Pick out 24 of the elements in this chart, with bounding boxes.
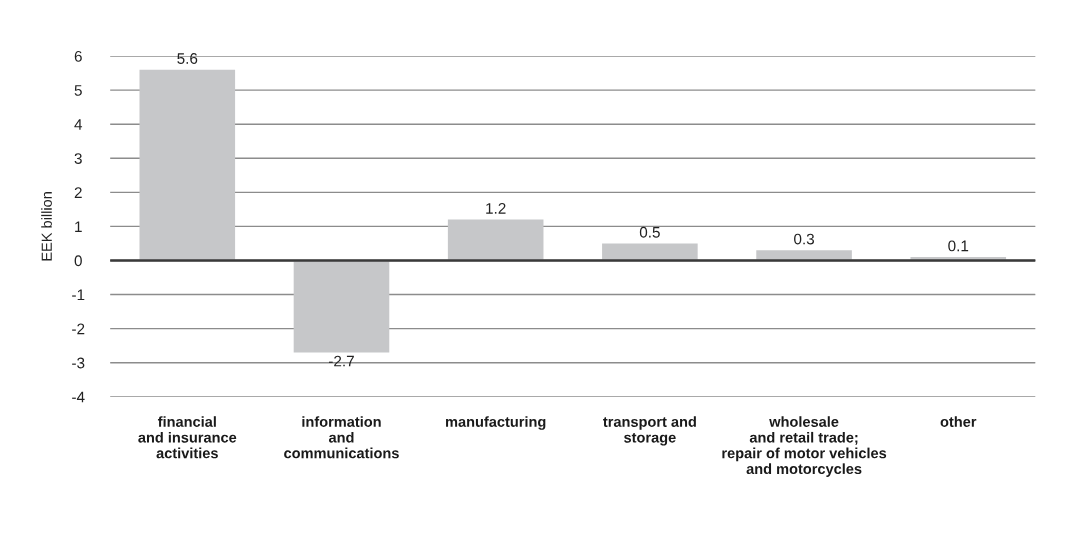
x-tick-label: manufacturing — [446, 416, 546, 430]
y-tick-label: -4 — [72, 391, 85, 403]
y-tick-label: 3 — [74, 153, 82, 164]
x-tick-label: information and communications — [284, 416, 399, 459]
y-axis-title: EEK billion — [41, 192, 52, 261]
y-tick-label: 5 — [74, 85, 82, 96]
y-tick-label: 4 — [74, 119, 83, 130]
y-tick-label: 1 — [75, 221, 82, 232]
x-tick-label: other — [940, 416, 977, 427]
y-tick-label: 6 — [74, 50, 82, 62]
x-tick-label: wholesale and retail trade; repair of motor vehicles and motorcycles — [722, 416, 887, 477]
data-label: 0.3 — [794, 233, 815, 245]
y-tick-label: 0 — [74, 255, 82, 267]
data-label: 5.6 — [177, 53, 198, 64]
x-tick-label: transport and storage — [603, 416, 696, 446]
y-tick-label: -2 — [72, 323, 85, 335]
x-tick-label: financial and insurance activities — [138, 416, 237, 459]
y-tick-label: -3 — [72, 357, 85, 369]
data-label: 0.5 — [639, 226, 660, 238]
data-label: 1.2 — [486, 202, 506, 214]
data-label: -2.7 — [329, 355, 354, 367]
y-tick-label: 2 — [74, 187, 82, 198]
y-tick-label: -1 — [72, 289, 85, 301]
data-label: 0.1 — [948, 240, 969, 252]
